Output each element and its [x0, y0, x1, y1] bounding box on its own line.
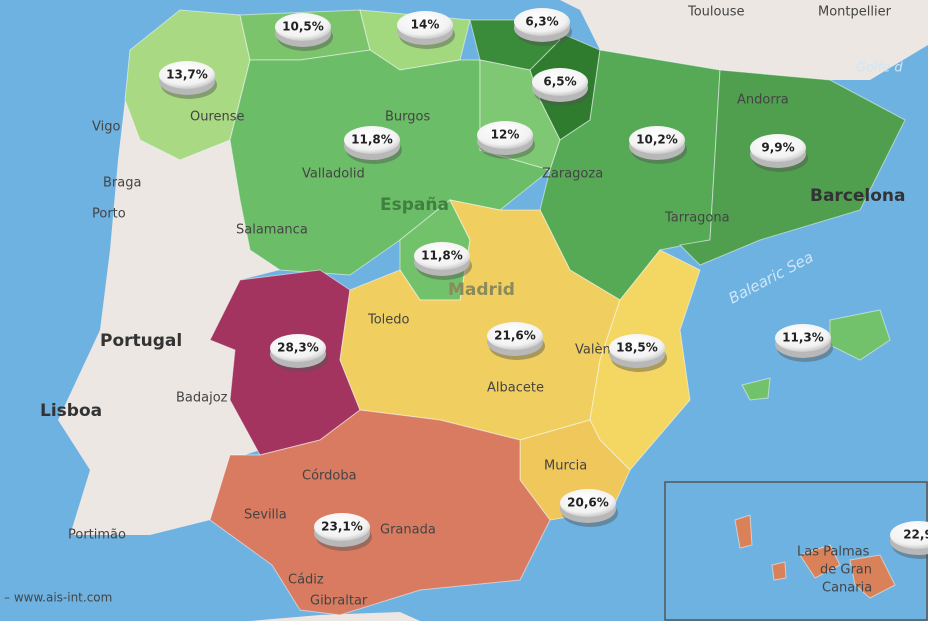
badge [560, 489, 616, 517]
region-value: 13,7% [166, 68, 208, 82]
place-label: Braga [103, 176, 141, 191]
region [849, 554, 896, 599]
credit: – www.ais-int.com [4, 591, 112, 605]
place-label: Porto [92, 207, 126, 222]
place-label: Las Palmas [797, 545, 870, 560]
place-label: Portugal [100, 331, 182, 351]
region-value: 12% [491, 128, 520, 142]
portugal-land [58, 100, 280, 535]
place-label: Granada [380, 523, 436, 538]
place-label: Valladolid [302, 167, 365, 182]
place-label: Portimão [68, 528, 126, 543]
place-label: Gibraltar [310, 594, 368, 609]
badge [514, 8, 570, 36]
place-label: Lisboa [40, 401, 102, 421]
place-label: Montpellier [818, 5, 892, 20]
region [209, 409, 551, 616]
region-value: 9,9% [761, 141, 794, 155]
badge [270, 334, 326, 362]
badge [890, 521, 928, 549]
region-value: 14% [411, 18, 440, 32]
place-label: Andorra [737, 93, 789, 108]
place-label: Burgos [385, 110, 430, 125]
region-value: 20,6% [567, 496, 609, 510]
region-value: 23,1% [321, 520, 363, 534]
badge [314, 513, 370, 541]
badge [344, 126, 400, 154]
canary-inset [664, 481, 928, 621]
place-label: Barcelona [810, 186, 906, 206]
place-label: Golfe d [856, 61, 903, 76]
region-value: 28,3% [277, 341, 319, 355]
region-value: 18,5% [616, 341, 658, 355]
badge [775, 324, 831, 352]
region-value: 22,9 [903, 528, 928, 542]
badge [609, 334, 665, 362]
place-label: Ourense [190, 110, 245, 125]
region [799, 544, 841, 579]
badge [750, 134, 806, 162]
region-value: 11,8% [421, 249, 463, 263]
badge [397, 11, 453, 39]
badge [487, 322, 543, 350]
place-label: España [380, 195, 449, 215]
place-label: Toulouse [687, 5, 745, 20]
place-label: Tarragona [664, 211, 730, 226]
morocco-land [250, 612, 420, 621]
region [734, 514, 753, 549]
place-label: Zaragoza [542, 167, 603, 182]
place-label: Murcia [544, 459, 587, 474]
region-value: 11,8% [351, 133, 393, 147]
france-land [560, 0, 928, 80]
place-label: Córdoba [302, 469, 357, 484]
region-value: 21,6% [494, 329, 536, 343]
place-label: Salamanca [236, 223, 308, 238]
place-label: Madrid [448, 280, 515, 300]
place-label: Canaria [822, 581, 872, 596]
place-label: Toledo [367, 313, 410, 328]
badge [275, 13, 331, 41]
region-value: 11,3% [782, 331, 824, 345]
region-value: 6,5% [543, 75, 576, 89]
place-label: Cádiz [288, 573, 324, 588]
region-value: 10,2% [636, 133, 678, 147]
region [771, 561, 787, 581]
region-value: 10,5% [282, 20, 324, 34]
badge [477, 121, 533, 149]
badge [414, 242, 470, 270]
place-label: Sevilla [244, 508, 287, 523]
place-label: de Gran [820, 563, 872, 578]
region [741, 377, 771, 401]
place-label: Albacete [487, 381, 544, 396]
badge [532, 68, 588, 96]
badge [159, 61, 215, 89]
place-label: Vigo [92, 120, 120, 135]
region [678, 69, 906, 266]
badge [629, 126, 685, 154]
place-label: Badajoz [176, 391, 228, 406]
region-value: 6,3% [525, 15, 558, 29]
